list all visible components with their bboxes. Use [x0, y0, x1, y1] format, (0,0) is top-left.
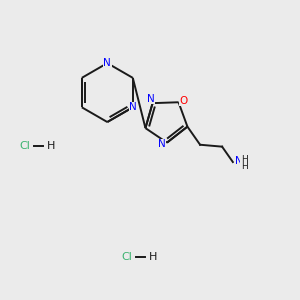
- Text: H: H: [241, 154, 248, 164]
- Text: N: N: [147, 94, 155, 104]
- Text: N: N: [129, 102, 137, 112]
- Text: Cl: Cl: [121, 253, 132, 262]
- Text: H: H: [241, 162, 248, 171]
- Text: N: N: [235, 156, 243, 167]
- Text: N: N: [103, 58, 111, 68]
- Text: N: N: [158, 139, 166, 149]
- Text: H: H: [47, 141, 56, 151]
- Text: H: H: [149, 253, 158, 262]
- Text: Cl: Cl: [20, 141, 30, 151]
- Text: O: O: [180, 96, 188, 106]
